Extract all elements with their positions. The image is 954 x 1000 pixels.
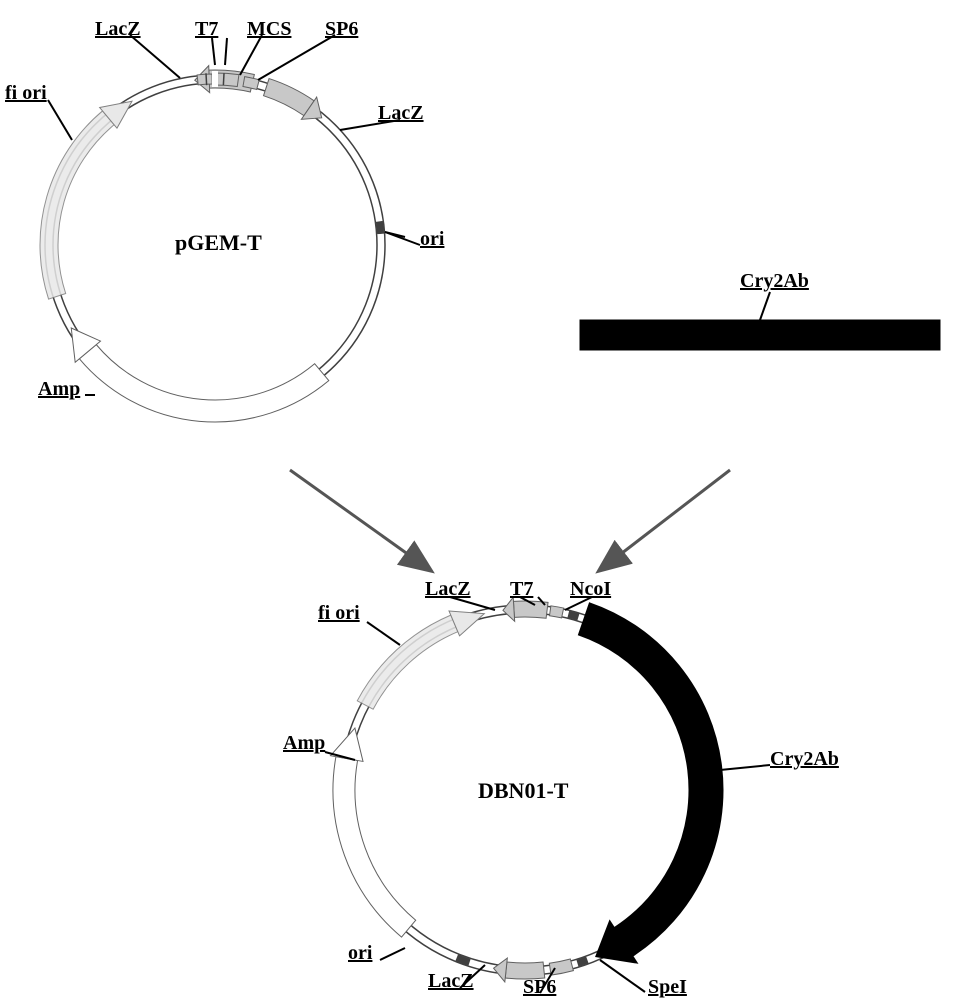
- label-bot-lacz-top: LacZ: [425, 578, 471, 601]
- plasmid-bottom-name: DBN01-T: [478, 778, 568, 804]
- label-top-lacz-left: LacZ: [95, 18, 141, 41]
- plasmid-top-name: pGEM-T: [175, 230, 262, 256]
- label-bot-spei: SpeI: [648, 976, 687, 999]
- label-bot-ori: ori: [348, 942, 372, 965]
- label-bot-ncoi: NcoI: [570, 578, 611, 601]
- label-bot-t7: T7: [510, 578, 533, 601]
- plasmid-diagram: [0, 0, 954, 1000]
- label-top-ori: ori: [420, 228, 444, 251]
- label-bot-amp: Amp: [283, 732, 325, 755]
- label-bot-cry2ab: Cry2Ab: [770, 748, 839, 771]
- label-top-amp: Amp: [38, 378, 80, 401]
- label-bot-sp6: SP6: [523, 976, 556, 999]
- label-bot-lacz-bottom: LacZ: [428, 970, 474, 993]
- label-top-sp6: SP6: [325, 18, 358, 41]
- label-insert-cry2ab: Cry2Ab: [740, 270, 809, 293]
- label-bot-fi-ori: fi ori: [318, 602, 360, 625]
- label-top-fi-ori: fi ori: [5, 82, 47, 105]
- label-top-lacz-right: LacZ: [378, 102, 424, 125]
- label-top-t7: T7: [195, 18, 218, 41]
- label-top-mcs: MCS: [247, 18, 291, 41]
